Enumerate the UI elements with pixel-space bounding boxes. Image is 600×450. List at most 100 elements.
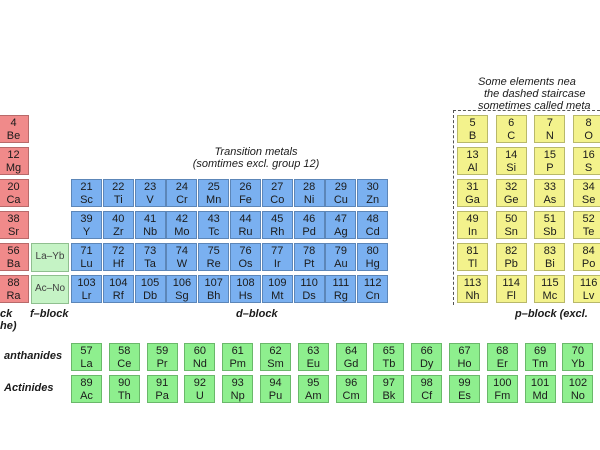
s-block-label: ck he) <box>0 308 17 332</box>
element-symbol: Yb <box>571 357 585 370</box>
atomic-number: 110 <box>300 277 318 289</box>
element-cell-Te: 52 Te <box>573 211 600 239</box>
element-symbol: Fe <box>239 193 252 206</box>
element-cell-Ga: 31 Ga <box>457 179 488 207</box>
atomic-number: 111 <box>332 277 350 289</box>
element-symbol: Dy <box>419 357 434 370</box>
element-symbol: Se <box>581 193 596 206</box>
element-cell-Hs: 108 Hs <box>230 275 261 303</box>
element-cell-Sn: 50 Sn <box>495 211 527 239</box>
element-cell-Lr: 103 Lr <box>71 275 102 303</box>
atomic-number: 70 <box>571 345 585 357</box>
element-symbol: Ba <box>6 257 21 270</box>
atomic-number: 78 <box>302 245 316 257</box>
atomic-number: 113 <box>463 277 482 289</box>
element-cell-Sc: 21 Sc <box>71 179 102 207</box>
element-symbol: Pd <box>302 225 316 238</box>
element-symbol: Gd <box>343 357 359 370</box>
element-cell-Os: 76 Os <box>230 243 261 271</box>
atomic-number: 79 <box>334 245 348 257</box>
element-symbol: U <box>195 389 204 402</box>
element-cell-Eu: 63 Eu <box>297 343 329 371</box>
atomic-number: 88 <box>7 277 20 289</box>
atomic-number: 77 <box>271 245 284 257</box>
atomic-number: 95 <box>307 377 320 389</box>
element-cell-Si: 14 Si <box>495 147 527 175</box>
atomic-number: 44 <box>239 213 252 225</box>
element-cell-Bk: 97 Bk <box>373 375 405 403</box>
element-cell-Sg: 106 Sg <box>166 275 198 303</box>
element-symbol: Ti <box>113 193 123 206</box>
element-symbol: Np <box>230 389 245 402</box>
atomic-number: 49 <box>466 213 479 225</box>
metalloid-note-line1: Some elements nea <box>478 76 576 88</box>
element-symbol: Si <box>506 161 517 174</box>
element-symbol: P <box>546 161 554 174</box>
element-cell-Yb: 70 Yb <box>562 343 594 371</box>
lanthanide-reference-label: La–Yb <box>35 251 65 262</box>
element-cell-Ru: 44 Ru <box>230 211 261 239</box>
element-cell-Rf: 104 Rf <box>102 275 134 303</box>
element-symbol: Y <box>82 225 91 238</box>
element-cell-Ca: 20 Ca <box>0 179 29 207</box>
atomic-number: 6 <box>508 117 515 129</box>
element-cell-Re: 75 Re <box>198 243 230 271</box>
element-symbol: Tc <box>208 225 220 238</box>
transition-metals-title: Transition metals <box>214 146 298 158</box>
element-cell-Gd: 64 Gd <box>335 343 367 371</box>
atomic-number: 58 <box>118 345 131 357</box>
atomic-number: 22 <box>112 181 125 193</box>
atomic-number: 102 <box>568 377 588 389</box>
transition-metals-subtitle: (somtimes excl. group 12) <box>192 158 320 170</box>
atomic-number: 24 <box>175 181 189 193</box>
atomic-number: 100 <box>493 377 512 389</box>
element-symbol: Pr <box>156 357 168 370</box>
lanthanide-reference-cell: La–Yb <box>31 243 69 272</box>
element-symbol: Tm <box>532 357 549 370</box>
atomic-number: 76 <box>239 245 252 257</box>
element-cell-Bi: 83 Bi <box>534 243 566 271</box>
metalloid-staircase-step <box>453 110 600 111</box>
element-symbol: Md <box>532 389 548 402</box>
element-cell-Ds: 110 Ds <box>293 275 325 303</box>
element-cell-P: 15 P <box>534 147 566 175</box>
element-symbol: Bh <box>206 289 221 302</box>
atomic-number: 69 <box>533 345 547 357</box>
atomic-number: 34 <box>582 181 595 193</box>
element-symbol: Ag <box>334 225 348 238</box>
element-cell-Zr: 40 Zr <box>102 211 134 239</box>
atomic-number: 74 <box>175 245 189 257</box>
element-symbol: C <box>507 129 516 142</box>
element-cell-Dy: 66 Dy <box>411 343 443 371</box>
element-cell-Bh: 107 Bh <box>198 275 230 303</box>
element-cell-Ir: 77 Ir <box>261 243 293 271</box>
element-cell-Pb: 82 Pb <box>495 243 527 271</box>
element-symbol: No <box>570 389 585 402</box>
atomic-number: 5 <box>469 117 476 129</box>
element-cell-Mn: 25 Mn <box>198 179 230 207</box>
atomic-number: 99 <box>458 377 471 389</box>
atomic-number: 98 <box>420 377 433 389</box>
element-symbol: Hf <box>112 257 124 270</box>
element-symbol: Ni <box>303 193 315 206</box>
element-symbol: Be <box>6 129 21 142</box>
element-symbol: N <box>545 129 554 142</box>
atomic-number: 52 <box>582 213 595 225</box>
atomic-number: 30 <box>366 181 379 193</box>
atomic-number: 50 <box>505 213 518 225</box>
element-symbol: Tl <box>467 257 478 270</box>
s-block-label-line1: ck <box>0 308 13 320</box>
element-symbol: Ac <box>80 389 93 402</box>
atomic-number: 20 <box>7 181 20 193</box>
element-symbol: Sb <box>543 225 557 238</box>
s-block-label-line2: he) <box>0 320 17 332</box>
atomic-number: 93 <box>231 377 244 389</box>
element-cell-Se: 34 Se <box>573 179 600 207</box>
element-symbol: Au <box>334 257 348 270</box>
atomic-number: 33 <box>543 181 557 193</box>
element-symbol: Po <box>581 257 596 270</box>
element-cell-Cd: 48 Cd <box>357 211 389 239</box>
